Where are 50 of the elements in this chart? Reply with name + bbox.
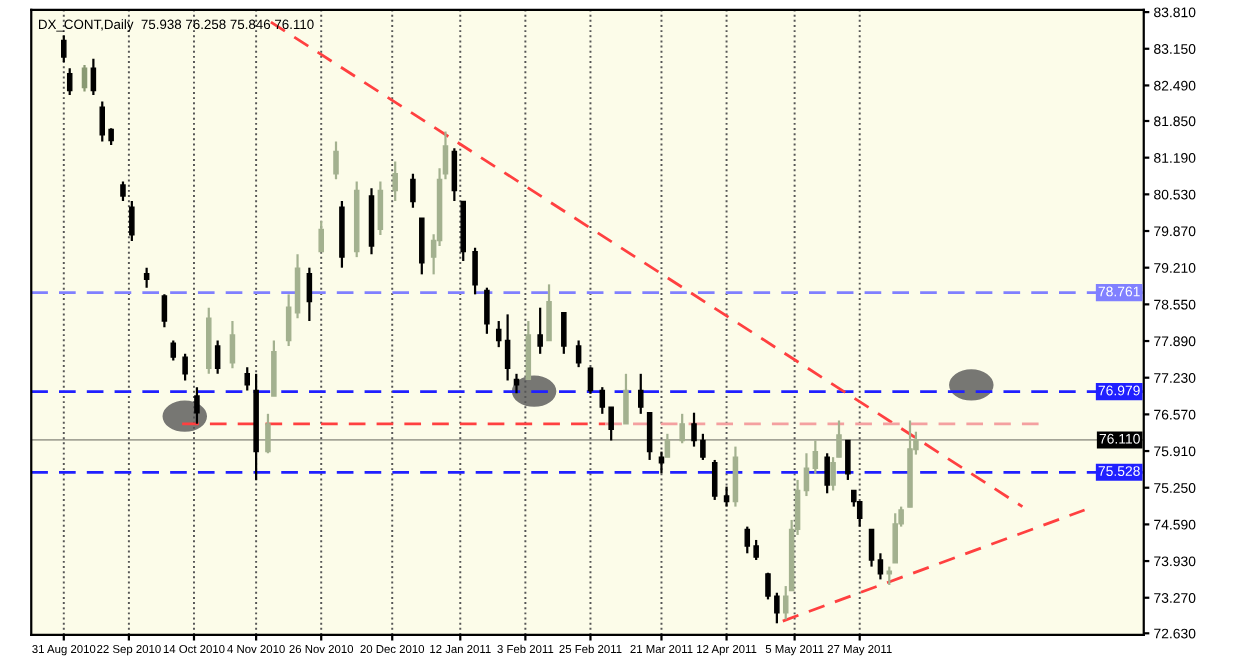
candlestick (392, 160, 398, 203)
candlestick (194, 386, 200, 425)
candlestick (66, 67, 73, 96)
candlestick (484, 286, 490, 335)
candlestick (575, 339, 582, 369)
candlestick (244, 366, 251, 392)
candlestick (732, 445, 739, 508)
candlestick (679, 412, 685, 445)
candlestick (623, 372, 629, 425)
candlestick (637, 372, 644, 415)
candlestick (129, 199, 135, 243)
candlestick (182, 352, 188, 382)
candlestick (537, 306, 543, 355)
candlestick (451, 147, 458, 203)
candlestick (744, 525, 751, 555)
candlestick (877, 552, 884, 581)
candlestick (711, 458, 718, 502)
candlestick (265, 412, 271, 455)
candlestick (271, 339, 277, 398)
candlestick (646, 411, 653, 462)
candlestick (377, 180, 384, 237)
candlestick (824, 452, 830, 495)
candlestick (143, 266, 150, 289)
candlestick (120, 180, 126, 203)
candlestick (886, 565, 893, 587)
candlestick (285, 293, 292, 348)
candlestick (525, 319, 532, 381)
candlestick (161, 293, 168, 329)
candlestick (845, 439, 851, 482)
candlestick (892, 512, 898, 564)
candlestick (472, 246, 478, 296)
candlestick (812, 439, 819, 475)
candlestick (61, 34, 67, 64)
candlestick (504, 313, 511, 382)
candlestick (318, 219, 324, 253)
candlestick (333, 140, 339, 181)
candlestick (99, 100, 106, 143)
candlestick (513, 372, 520, 395)
candlestick (658, 450, 665, 475)
candlestick (561, 311, 567, 355)
candlestick (723, 485, 730, 508)
candlestick (410, 172, 416, 209)
candlestick (419, 217, 425, 276)
candlestick (170, 339, 177, 362)
candlestick (214, 339, 221, 375)
candlestick (664, 432, 671, 459)
candlestick (229, 319, 236, 370)
candlestick (306, 266, 313, 323)
candlestick (868, 528, 875, 568)
candlestick (546, 283, 552, 342)
